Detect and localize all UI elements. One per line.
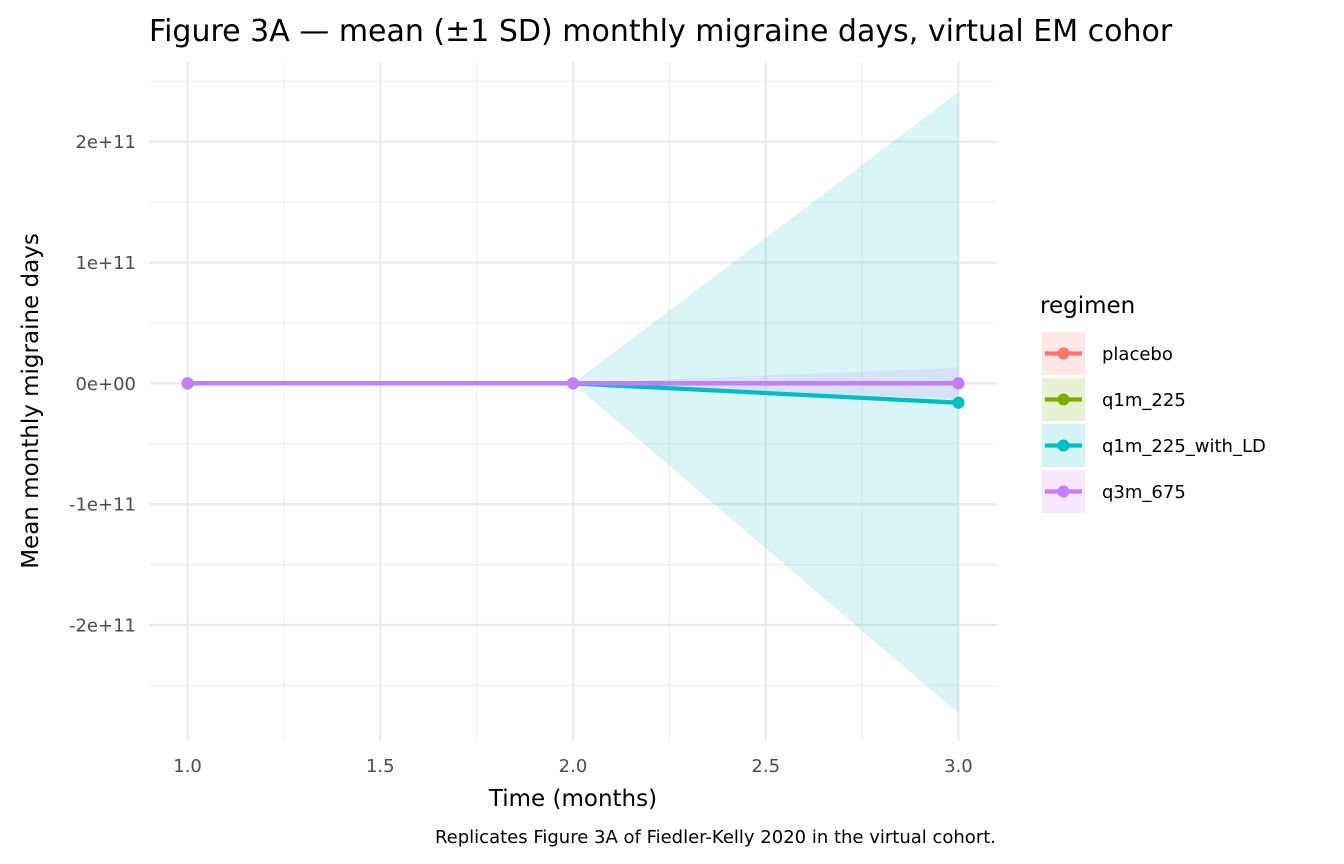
chart-title: Figure 3A — mean (±1 SD) monthly migrain… — [149, 14, 1173, 49]
y-tick-label: -2e+11 — [69, 616, 136, 637]
y-axis-title: Mean monthly migraine days — [18, 233, 44, 569]
point-q3m_675 — [181, 377, 194, 390]
y-tick-label: 2e+11 — [75, 132, 136, 153]
y-tick-label: -1e+11 — [69, 495, 136, 516]
x-tick-label: 1.0 — [173, 756, 202, 777]
point-q3m_675 — [952, 377, 965, 390]
x-tick-label: 2.5 — [751, 756, 780, 777]
point-q1m_225_with_LD — [952, 396, 965, 409]
y-tick-label: 1e+11 — [75, 253, 136, 274]
legend-key-point — [1057, 393, 1070, 406]
legend-key-point — [1057, 485, 1070, 498]
legend-item-q1m_225_with_LD: q1m_225_with_LD — [1042, 424, 1266, 467]
legend-label: placebo — [1102, 344, 1173, 365]
legend-label: q1m_225_with_LD — [1102, 436, 1266, 457]
x-tick-labels: 1.0 1.5 2.0 2.5 3.0 — [173, 756, 973, 777]
x-tick-label: 1.5 — [366, 756, 395, 777]
series-points — [181, 377, 965, 409]
legend-label: q3m_675 — [1102, 482, 1186, 503]
legend-key-point — [1057, 439, 1070, 452]
legend-key-point — [1057, 347, 1070, 360]
legend-item-placebo: placebo — [1042, 332, 1173, 375]
ribbon-q1m_225_with_LD — [187, 92, 959, 714]
legend-item-q1m_225: q1m_225 — [1042, 378, 1186, 421]
x-tick-label: 2.0 — [559, 756, 588, 777]
y-tick-labels: -2e+11 -1e+11 0e+00 1e+11 2e+11 — [69, 132, 136, 636]
legend-title: regimen — [1040, 293, 1135, 319]
y-tick-label: 0e+00 — [75, 374, 136, 395]
point-q3m_675 — [567, 377, 579, 390]
x-tick-label: 3.0 — [944, 756, 973, 777]
legend-label: q1m_225 — [1102, 390, 1186, 411]
x-axis-title: Time (months) — [488, 786, 657, 812]
legend-item-q3m_675: q3m_675 — [1042, 470, 1186, 513]
legend: regimen placebo q1m_225 q1m_225_with_LD q3m… — [1040, 293, 1266, 513]
chart-caption: Replicates Figure 3A of Fiedler-Kelly 20… — [435, 827, 996, 848]
